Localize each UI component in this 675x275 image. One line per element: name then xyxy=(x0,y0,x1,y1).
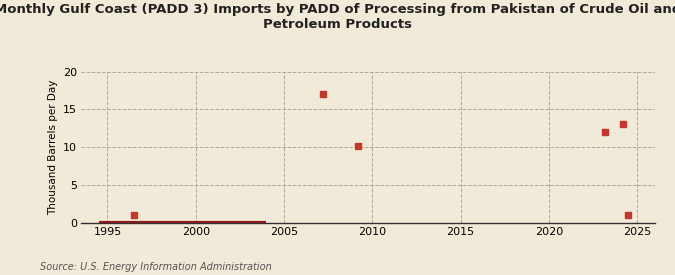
Point xyxy=(618,122,628,127)
Point xyxy=(317,92,328,97)
Point xyxy=(353,144,364,148)
Point xyxy=(623,213,634,218)
Text: Source: U.S. Energy Information Administration: Source: U.S. Energy Information Administ… xyxy=(40,262,272,272)
Point xyxy=(600,130,611,134)
Y-axis label: Thousand Barrels per Day: Thousand Barrels per Day xyxy=(49,79,59,215)
Text: Monthly Gulf Coast (PADD 3) Imports by PADD of Processing from Pakistan of Crude: Monthly Gulf Coast (PADD 3) Imports by P… xyxy=(0,3,675,31)
Point xyxy=(128,213,139,218)
